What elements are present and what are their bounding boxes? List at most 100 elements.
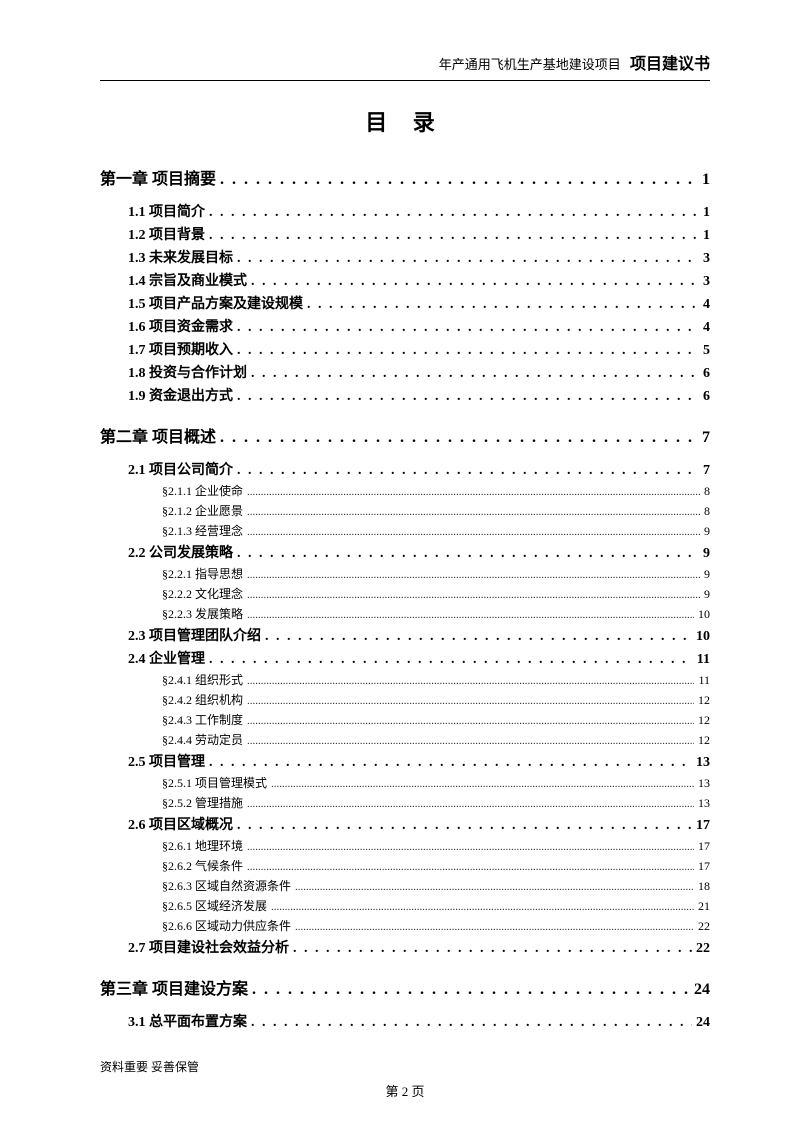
section-page: 4 <box>703 297 710 313</box>
subsection-page: 22 <box>698 919 710 934</box>
toc-section-block: 3.1 总平面布置方案. . . . . . . . . . . . . . .… <box>128 1011 710 1031</box>
subsection-page: 12 <box>698 693 710 708</box>
page-container: 年产通用飞机生产基地建设项目 项目建议书 目 录 第一章 项目摘要. . . .… <box>0 0 800 1132</box>
toc-dots: . . . . . . . . . . . . . . . . . . . . … <box>209 755 692 771</box>
subsection-page: 17 <box>698 859 710 874</box>
toc-section: 1.7 项目预期收入. . . . . . . . . . . . . . . … <box>128 339 710 359</box>
toc-section: 2.1 项目公司简介. . . . . . . . . . . . . . . … <box>128 459 710 479</box>
subsection-page: 10 <box>698 607 710 622</box>
section-label: 3.1 总平面布置方案 <box>128 1011 247 1031</box>
subsection-page: 21 <box>698 899 710 914</box>
toc-subsection: §2.6.2 气候条件.............................… <box>162 857 710 874</box>
toc-dots: ........................................… <box>247 798 694 810</box>
toc-section: 1.5 项目产品方案及建设规模. . . . . . . . . . . . .… <box>128 293 710 313</box>
toc-dots: ........................................… <box>247 841 694 853</box>
toc-subsection: §2.2.2 文化理念.............................… <box>162 585 710 602</box>
toc-dots: . . . . . . . . . . . . . . . . . . . . … <box>237 818 692 834</box>
section-label: 2.3 项目管理团队介绍 <box>128 625 261 645</box>
toc-dots: . . . . . . . . . . . . . . . . . . . . … <box>237 343 699 359</box>
subsection-label: §2.4.4 劳动定员 <box>162 731 243 748</box>
toc-subsection: §2.1.2 企业愿景.............................… <box>162 502 710 519</box>
toc-dots: . . . . . . . . . . . . . . . . . . . . … <box>237 251 699 267</box>
section-page: 4 <box>703 320 710 336</box>
section-label: 1.6 项目资金需求 <box>128 316 233 336</box>
section-page: 24 <box>696 1015 710 1031</box>
toc-dots: . . . . . . . . . . . . . . . . . . . . … <box>237 320 699 336</box>
toc-dots: ........................................… <box>247 589 700 601</box>
toc-section: 1.6 项目资金需求. . . . . . . . . . . . . . . … <box>128 316 710 336</box>
toc-dots: . . . . . . . . . . . . . . . . . . . . … <box>251 366 699 382</box>
toc-dots: . . . . . . . . . . . . . . . . . . . . … <box>251 1015 692 1031</box>
toc-dots: ........................................… <box>247 526 700 538</box>
subsection-label: §2.6.6 区域动力供应条件 <box>162 917 291 934</box>
subsection-page: 8 <box>704 504 710 519</box>
header-maintitle: 项目建议书 <box>630 56 710 73</box>
toc-section: 2.3 项目管理团队介绍. . . . . . . . . . . . . . … <box>128 625 710 645</box>
subsection-label: §2.2.3 发展策略 <box>162 605 243 622</box>
toc-chapter: 第二章 项目概述. . . . . . . . . . . . . . . . … <box>100 423 710 447</box>
footer-page-number: 第 2 页 <box>100 1081 710 1100</box>
toc-dots: ........................................… <box>247 695 694 707</box>
subsection-label: §2.1.3 经营理念 <box>162 522 243 539</box>
section-page: 9 <box>703 546 710 562</box>
section-page: 1 <box>703 228 710 244</box>
subsection-label: §2.5.2 管理措施 <box>162 794 243 811</box>
section-page: 22 <box>696 941 710 957</box>
toc-dots: ........................................… <box>247 675 694 687</box>
toc-dots: . . . . . . . . . . . . . . . . . . . . … <box>220 429 698 447</box>
toc-section: 1.4 宗旨及商业模式. . . . . . . . . . . . . . .… <box>128 270 710 290</box>
toc-dots: . . . . . . . . . . . . . . . . . . . . … <box>265 629 692 645</box>
toc-subsection: §2.6.1 地理环境.............................… <box>162 837 710 854</box>
subsection-page: 9 <box>704 567 710 582</box>
subsection-page: 8 <box>704 484 710 499</box>
toc-dots: . . . . . . . . . . . . . . . . . . . . … <box>237 389 699 405</box>
section-page: 3 <box>703 251 710 267</box>
section-label: 1.2 项目背景 <box>128 224 205 244</box>
toc-subsection: §2.2.3 发展策略.............................… <box>162 605 710 622</box>
subsection-label: §2.2.1 指导思想 <box>162 565 243 582</box>
toc-section: 1.9 资金退出方式. . . . . . . . . . . . . . . … <box>128 385 710 405</box>
section-page: 7 <box>703 463 710 479</box>
section-page: 1 <box>703 205 710 221</box>
section-label: 1.8 投资与合作计划 <box>128 362 247 382</box>
chapter-label: 第三章 项目建设方案 <box>100 975 248 999</box>
footer-note: 资料重要 妥善保管 <box>100 1058 710 1075</box>
chapter-page: 1 <box>702 171 710 189</box>
toc-dots: ........................................… <box>271 901 694 913</box>
page-header: 年产通用飞机生产基地建设项目 项目建议书 <box>100 50 710 81</box>
toc-section: 1.1 项目简介. . . . . . . . . . . . . . . . … <box>128 201 710 221</box>
toc-subsection: §2.1.1 企业使命.............................… <box>162 482 710 499</box>
toc-subsection: §2.4.2 组织机构.............................… <box>162 691 710 708</box>
subsection-label: §2.4.3 工作制度 <box>162 711 243 728</box>
section-page: 10 <box>696 629 710 645</box>
section-label: 1.4 宗旨及商业模式 <box>128 270 247 290</box>
page-footer: 资料重要 妥善保管 第 2 页 <box>100 1058 710 1100</box>
toc-body: 第一章 项目摘要. . . . . . . . . . . . . . . . … <box>100 165 710 1031</box>
subsection-label: §2.6.1 地理环境 <box>162 837 243 854</box>
toc-dots: ........................................… <box>247 715 694 727</box>
toc-dots: ........................................… <box>247 486 700 498</box>
toc-chapter: 第一章 项目摘要. . . . . . . . . . . . . . . . … <box>100 165 710 189</box>
toc-dots: ........................................… <box>295 881 694 893</box>
toc-dots: ........................................… <box>271 778 694 790</box>
toc-dots: . . . . . . . . . . . . . . . . . . . . … <box>237 546 699 562</box>
toc-dots: ........................................… <box>247 861 694 873</box>
subsection-page: 12 <box>698 733 710 748</box>
toc-dots: . . . . . . . . . . . . . . . . . . . . … <box>293 941 692 957</box>
toc-section: 1.3 未来发展目标. . . . . . . . . . . . . . . … <box>128 247 710 267</box>
toc-subsection: §2.6.3 区域自然资源条件.........................… <box>162 877 710 894</box>
toc-dots: . . . . . . . . . . . . . . . . . . . . … <box>251 274 699 290</box>
chapter-page: 7 <box>702 429 710 447</box>
section-label: 1.3 未来发展目标 <box>128 247 233 267</box>
chapter-label: 第二章 项目概述 <box>100 423 216 447</box>
section-label: 1.5 项目产品方案及建设规模 <box>128 293 303 313</box>
toc-section: 1.2 项目背景. . . . . . . . . . . . . . . . … <box>128 224 710 244</box>
toc-dots: . . . . . . . . . . . . . . . . . . . . … <box>209 205 699 221</box>
toc-dots: ........................................… <box>247 506 700 518</box>
section-page: 6 <box>703 389 710 405</box>
section-label: 2.1 项目公司简介 <box>128 459 233 479</box>
section-label: 1.1 项目简介 <box>128 201 205 221</box>
section-label: 2.7 项目建设社会效益分析 <box>128 937 289 957</box>
section-label: 2.6 项目区域概况 <box>128 814 233 834</box>
subsection-label: §2.4.1 组织形式 <box>162 671 243 688</box>
